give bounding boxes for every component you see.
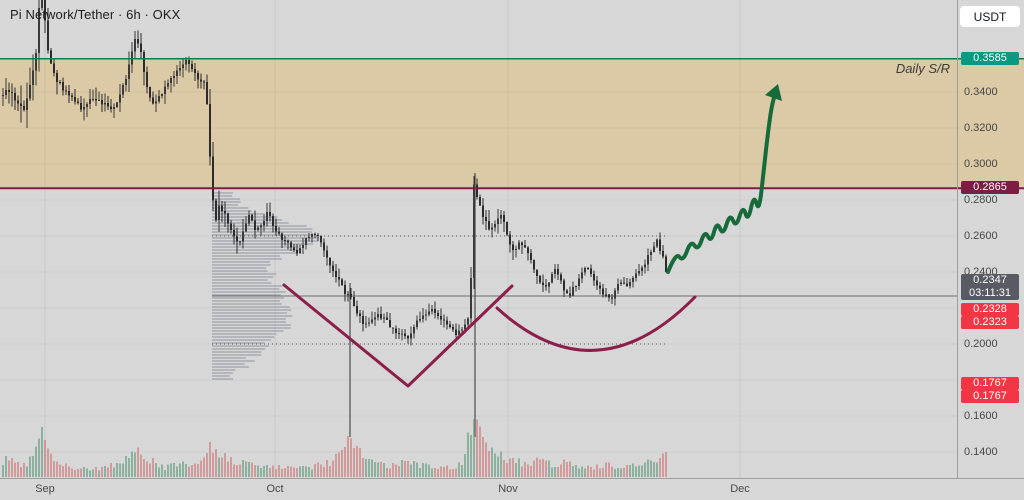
time-label-dec: Dec	[730, 483, 750, 495]
price-level-badge: 0.1767	[961, 390, 1019, 403]
currency-toggle-button[interactable]: USDT	[960, 6, 1020, 27]
price-level-badge: 0.3585	[961, 51, 1019, 65]
price-level-badge: 0.2323	[961, 316, 1019, 329]
symbol-title[interactable]: Pi Network/Tether · 6h · OKX	[10, 7, 181, 22]
time-label-nov: Nov	[498, 483, 518, 495]
candles-layer	[2, 0, 667, 346]
price-tick: 0.1600	[964, 410, 998, 422]
zone-label: Daily S/R	[895, 61, 950, 76]
bar-countdown: 03:11:31	[968, 287, 1011, 299]
time-label-sep: Sep	[35, 483, 55, 495]
rounded-bottom-drawing[interactable]	[495, 295, 697, 352]
arrow-head-icon	[765, 84, 782, 101]
current-price-badge: 0.2347 03:11:31	[961, 274, 1019, 300]
price-axis[interactable]: 0.3400 0.3200 0.3000 0.2800 0.2600 0.2400 0.20…	[957, 0, 1024, 478]
price-level-badge: 0.2328	[961, 303, 1019, 316]
supply-zone[interactable]	[0, 58, 1024, 189]
price-tick: 0.3400	[964, 86, 998, 98]
price-tick: 0.1400	[964, 446, 998, 458]
time-label-oct: Oct	[266, 483, 284, 495]
time-axis[interactable]: Sep Oct Nov Dec	[0, 478, 1024, 500]
price-tick: 0.3200	[964, 122, 998, 134]
price-tick: 0.3000	[964, 158, 998, 170]
price-tick: 0.2600	[964, 230, 998, 242]
price-level-badge: 0.1767	[961, 377, 1019, 390]
volume-layer	[2, 419, 667, 477]
volume-profile	[212, 192, 319, 380]
price-chart-pane[interactable]	[0, 0, 1024, 478]
price-level-badge: 0.2865	[961, 181, 1019, 195]
breakout-arrow-drawing[interactable]	[666, 90, 778, 274]
price-tick: 0.2000	[964, 338, 998, 350]
v-pattern-drawing[interactable]	[282, 283, 514, 388]
price-tick: 0.2800	[964, 194, 998, 206]
